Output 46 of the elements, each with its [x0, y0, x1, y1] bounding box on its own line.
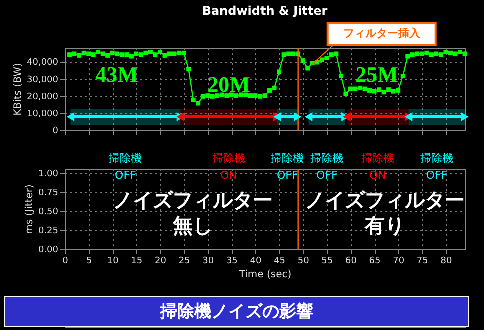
- x-tick-label: 10: [107, 256, 120, 266]
- x-tick-label: 75: [416, 256, 428, 266]
- band-label: 掃除機 ON: [212, 152, 246, 182]
- x-tick-label: 70: [393, 256, 405, 266]
- x-tick-label: 30: [202, 256, 214, 266]
- x-axis-title: Time (sec): [238, 270, 292, 280]
- text: 掃除機ノイズの影響: [160, 302, 314, 322]
- band-label: 掃除機 OFF: [109, 152, 142, 182]
- chart-title: Bandwidth & Jitter: [202, 4, 328, 18]
- annotation: 43M: [96, 62, 139, 88]
- x-tick-label: 80: [440, 256, 452, 266]
- y-tick-label: 1.00: [38, 169, 59, 180]
- y-tick-label: 0.25: [38, 226, 58, 236]
- y-axis-title: KBits (BW): [13, 63, 24, 116]
- annotation: ノイズフィルター: [305, 188, 465, 212]
- annotation: 無し: [172, 214, 213, 238]
- band-label: 掃除機 OFF: [420, 152, 454, 182]
- x-tick-label: 45: [274, 256, 286, 266]
- y-tick-label: 0.75: [38, 188, 58, 198]
- y-tick-label: 0.50: [38, 207, 59, 218]
- band-label: 掃除機 ON: [361, 152, 394, 182]
- y-tick-label: 0: [52, 126, 59, 136]
- x-tick-label: 15: [131, 256, 143, 266]
- annotation: ノイズフィルター: [113, 188, 273, 212]
- x-tick-label: 5: [86, 256, 92, 266]
- x-tick-label: 0: [62, 256, 69, 266]
- annotation: 20M: [208, 72, 251, 97]
- band-label: 掃除機 OFF: [310, 152, 344, 182]
- x-tick-label: 60: [345, 256, 358, 266]
- x-tick-label: 40: [250, 256, 262, 266]
- band-label: 掃除機 OFF: [271, 152, 304, 182]
- x-tick-label: 65: [369, 256, 381, 266]
- annotation: フィルター挿入: [343, 27, 422, 40]
- x-tick-label: 50: [298, 256, 310, 266]
- y-axis-title: ms (Jitter): [24, 184, 36, 234]
- annotation: 25M: [356, 62, 399, 88]
- x-tick-label: 35: [226, 256, 238, 266]
- x-tick-label: 55: [322, 256, 334, 266]
- y-tick-label: 20,000: [27, 92, 59, 102]
- annotation: 有り: [364, 214, 405, 238]
- x-tick-label: 20: [155, 256, 167, 266]
- y-tick-label: 0.00: [38, 246, 59, 256]
- y-tick-label: 10,000: [27, 109, 59, 120]
- x-tick-label: 25: [178, 256, 190, 266]
- y-tick-label: 30,000: [27, 75, 59, 86]
- y-tick-label: 40,000: [27, 58, 59, 68]
